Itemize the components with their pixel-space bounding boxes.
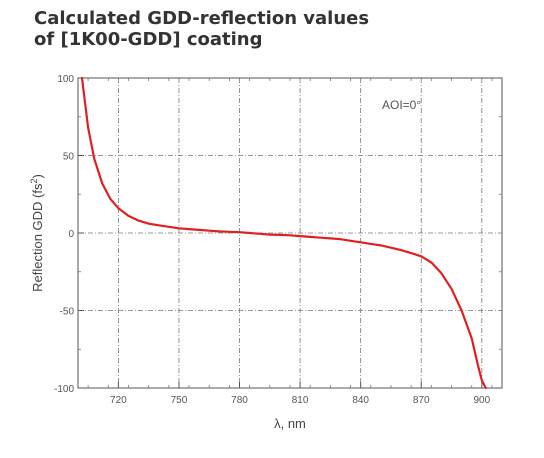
y-tick-label--100: -100 (54, 384, 74, 395)
x-tick-label-870: 870 (413, 395, 430, 406)
chart-title: Calculated GDD-reflection values of [1K0… (34, 8, 369, 50)
x-axis-label: λ, nm (274, 416, 306, 431)
x-tick-label-900: 900 (473, 395, 490, 406)
series-line-0 (80, 76, 487, 390)
ticks: 720 750 780 810 840 870 900 100 50 0 -50 -100 (54, 74, 502, 406)
x-tick-label-810: 810 (292, 395, 309, 406)
grid (78, 78, 502, 388)
x-tick-label-780: 780 (231, 395, 248, 406)
chart-title-line-1: Calculated GDD-reflection values (34, 8, 370, 29)
y-tick-label-100: 100 (57, 74, 74, 85)
x-tick-label-750: 750 (171, 395, 188, 406)
x-tick-label-720: 720 (110, 395, 127, 406)
series (80, 76, 487, 390)
y-tick-label-0: 0 (68, 229, 74, 240)
aoi-annotation: AOI=0° (382, 98, 421, 112)
x-tick-label-840: 840 (352, 395, 369, 406)
chart-title-line-2: of [1K00-GDD] coating (34, 29, 263, 50)
y-tick-label--50: -50 (60, 307, 75, 318)
y-tick-label-50: 50 (63, 152, 75, 163)
y-axis-label: Reflection GDD (fs2) (29, 174, 45, 292)
